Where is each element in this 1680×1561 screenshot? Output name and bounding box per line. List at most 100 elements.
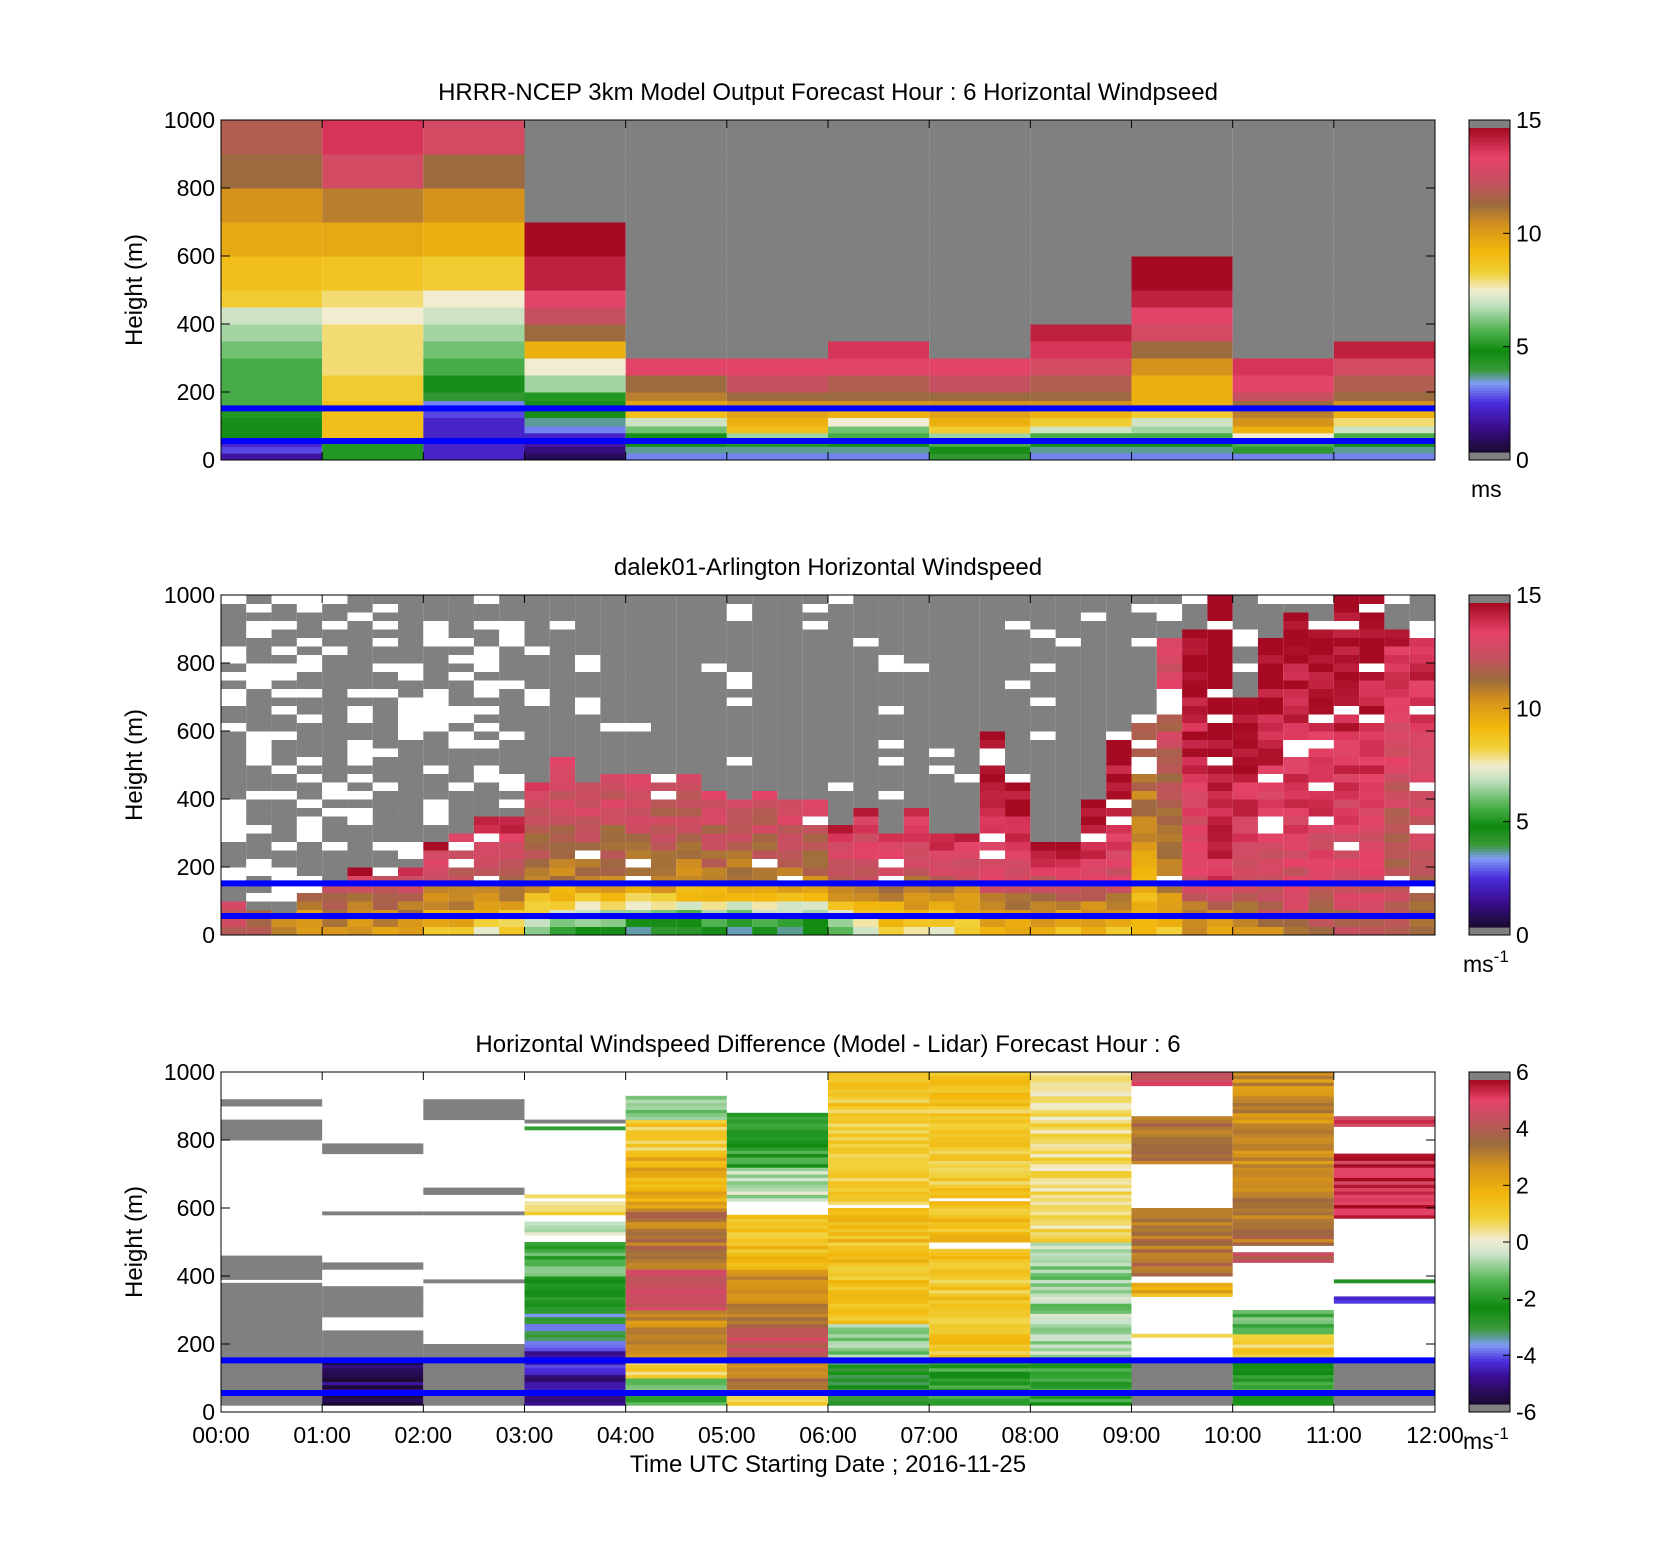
heatmap-cell — [1232, 1347, 1334, 1352]
heatmap-cell — [828, 1367, 930, 1372]
colorbar-segment — [1469, 171, 1510, 175]
heatmap-cell — [322, 756, 348, 766]
heatmap-cell — [1257, 714, 1284, 723]
colorbar-tick-label: 5 — [1516, 809, 1529, 835]
heatmap-cell — [1156, 901, 1183, 910]
heatmap-cell — [1207, 612, 1233, 621]
heatmap-cell — [878, 756, 904, 766]
colorbar-segment — [1469, 1387, 1510, 1392]
heatmap-cell — [1283, 799, 1309, 808]
heatmap-cell — [1080, 807, 1107, 817]
heatmap-cell — [676, 637, 702, 647]
heatmap-cell — [1232, 654, 1258, 664]
heatmap-cell — [954, 858, 980, 868]
heatmap-cells — [221, 120, 1435, 461]
heatmap-cell — [347, 646, 373, 655]
heatmap-cell — [1333, 833, 1360, 842]
heatmap-cell — [1384, 926, 1410, 936]
colorbar-segment — [1469, 813, 1510, 817]
heatmap-cell — [1030, 1099, 1132, 1104]
heatmap-cell — [625, 1095, 727, 1100]
heatmap-cell — [524, 705, 550, 715]
heatmap-cell — [221, 446, 323, 454]
heatmap-cell — [1409, 926, 1435, 936]
heatmap-cell — [1308, 705, 1334, 715]
heatmap-cell — [701, 799, 727, 808]
heatmap-cell — [1005, 773, 1031, 783]
colorbar-tick-label: -6 — [1516, 1399, 1536, 1425]
heatmap-cell — [752, 688, 778, 698]
heatmap-cell — [246, 739, 272, 749]
colorbar-segment — [1469, 203, 1510, 207]
heatmap-cell — [221, 1398, 323, 1403]
heatmap-cell — [802, 816, 828, 825]
heatmap-cell — [1207, 850, 1233, 859]
heatmap-cell — [473, 926, 500, 936]
heatmap-cell — [752, 807, 778, 817]
heatmap-cell — [1106, 816, 1132, 825]
heatmap-cell — [929, 688, 955, 698]
heatmap-cell — [1005, 680, 1031, 689]
heatmap-cell — [524, 756, 550, 766]
heatmap-cell — [524, 884, 550, 893]
heatmap-cell — [828, 765, 854, 774]
colorbar-segment — [1469, 338, 1510, 342]
heatmap-cell — [1308, 714, 1334, 723]
heatmap-cell — [625, 1327, 727, 1331]
heatmap-cell — [448, 773, 474, 783]
heatmap-cell — [575, 892, 601, 902]
heatmap-cell — [524, 446, 626, 454]
colorbar-segment — [1469, 673, 1510, 677]
heatmap-cell — [423, 1112, 525, 1117]
heatmap-cell — [221, 1354, 323, 1359]
heatmap-cell — [1384, 807, 1410, 817]
heatmap-cell — [1182, 850, 1208, 859]
heatmap-cell — [1283, 833, 1309, 842]
heatmap-cell — [600, 892, 626, 902]
heatmap-cell — [752, 790, 778, 800]
heatmap-cell — [1333, 901, 1360, 910]
colorbar-segment — [1469, 311, 1510, 315]
heatmap-cell — [1182, 646, 1208, 655]
heatmap-cell — [423, 867, 449, 876]
heatmap-cell — [1106, 824, 1132, 834]
heatmap-cell — [1030, 748, 1056, 757]
heatmap-cell — [296, 739, 323, 749]
heatmap-cell — [625, 833, 651, 842]
heatmap-cell — [853, 739, 879, 749]
colorbar-segment — [1469, 1217, 1510, 1221]
heatmap-cell — [752, 782, 778, 791]
heatmap-cell — [322, 341, 424, 359]
heatmap-cell — [1333, 773, 1360, 783]
heatmap-cell — [1257, 782, 1284, 791]
heatmap-cell — [676, 629, 702, 638]
heatmap-cell — [853, 722, 879, 732]
heatmap-cell — [1308, 799, 1334, 808]
heatmap-cell — [1131, 782, 1157, 791]
heatmap-cell — [929, 1109, 1031, 1114]
heatmap-cell — [575, 824, 601, 834]
heatmap-cell — [828, 1194, 930, 1199]
heatmap-cell — [448, 671, 474, 681]
heatmap-cell — [828, 1344, 930, 1348]
heatmap-cell — [676, 816, 702, 825]
heatmap-cell — [575, 875, 601, 885]
heatmap-cell — [625, 1279, 727, 1284]
heatmap-cell — [423, 1354, 525, 1359]
colorbar-segment — [1469, 1360, 1510, 1365]
colorbar-segment — [1469, 870, 1510, 874]
heatmap-cell — [1030, 1245, 1132, 1250]
heatmap-cell — [271, 807, 297, 817]
colorbar-segment — [1469, 1171, 1510, 1176]
heatmap-cell — [524, 1381, 626, 1386]
heatmap-cell — [473, 697, 500, 706]
heatmap-cell — [499, 688, 525, 698]
heatmap-cell — [1232, 782, 1258, 791]
x-tick-label: 05:00 — [698, 1422, 756, 1448]
heatmap-cell — [398, 765, 424, 774]
heatmap-cell — [802, 782, 828, 791]
heatmap-cell — [625, 1381, 727, 1386]
heatmap-cell — [322, 731, 348, 740]
heatmap-cell — [954, 739, 980, 749]
heatmap-cell — [1030, 1085, 1132, 1090]
